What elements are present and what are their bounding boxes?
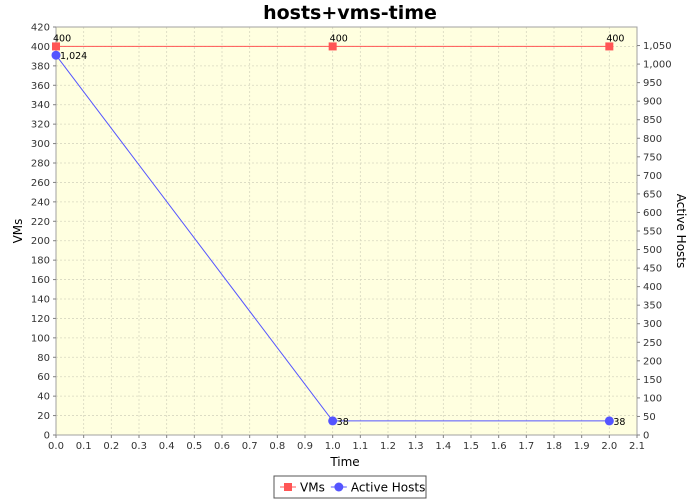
data-point: [605, 42, 614, 51]
left-tick-label: 420: [31, 23, 50, 34]
x-tick-label: 1.0: [325, 441, 341, 452]
legend-marker: [334, 482, 344, 492]
left-tick-label: 60: [37, 372, 50, 383]
left-tick-label: 360: [31, 81, 50, 92]
x-tick-label: 1.1: [352, 441, 368, 452]
data-label: 1,024: [60, 51, 87, 62]
data-label: 400: [606, 33, 624, 44]
data-point: [52, 42, 60, 51]
right-tick-label: 50: [643, 412, 656, 423]
right-tick-label: 250: [643, 338, 662, 349]
left-tick-label: 120: [31, 314, 50, 325]
x-tick-label: 0.3: [131, 441, 147, 452]
x-tick-label: 0.4: [159, 441, 175, 452]
left-tick-label: 80: [37, 353, 50, 364]
x-tick-label: 1.8: [546, 441, 562, 452]
x-tick-label: 1.9: [574, 441, 590, 452]
left-tick-label: 140: [31, 295, 50, 306]
left-tick-label: 340: [31, 100, 50, 111]
right-tick-label: 1,050: [643, 41, 672, 52]
right-axis-label: Active Hosts: [674, 194, 688, 269]
right-tick-label: 150: [643, 375, 662, 386]
legend-label: Active Hosts: [351, 481, 426, 495]
data-label: 38: [337, 417, 349, 428]
left-tick-label: 400: [31, 42, 50, 53]
x-tick-label: 0.6: [214, 441, 230, 452]
chart-title: hosts+vms-time: [263, 2, 437, 24]
right-tick-label: 800: [643, 134, 662, 145]
legend-label: VMs: [300, 481, 325, 495]
plot-area: [56, 27, 637, 435]
left-tick-label: 160: [31, 275, 50, 286]
right-tick-label: 1,000: [643, 60, 672, 71]
series-markers: [51, 42, 614, 426]
x-tick-label: 0.1: [76, 441, 92, 452]
x-tick-label: 1.5: [463, 441, 479, 452]
legend: VMs Active Hosts: [273, 475, 427, 499]
right-tick-label: 400: [643, 282, 662, 293]
x-tick-label: 0.8: [269, 441, 285, 452]
right-tick-label: 900: [643, 97, 662, 108]
legend-marker: [284, 483, 292, 491]
data-point: [51, 50, 61, 60]
data-label: 38: [613, 417, 625, 428]
left-tick-label: 220: [31, 217, 50, 228]
x-axis-label: Time: [329, 455, 359, 469]
left-tick-label: 380: [31, 61, 50, 72]
left-tick-label: 320: [31, 120, 50, 131]
x-tick-label: 0.0: [48, 441, 64, 452]
data-point: [328, 42, 337, 51]
left-axis-label: VMs: [11, 219, 25, 244]
right-tick-label: 500: [643, 245, 662, 256]
data-point: [604, 416, 614, 426]
left-tick-label: 300: [31, 139, 50, 150]
left-tick-label: 200: [31, 236, 50, 247]
right-tick-label: 600: [643, 208, 662, 219]
data-labels: 400 400 400 1,024 38 38: [53, 33, 625, 427]
x-axis-ticks: 0.0 0.1 0.2 0.3 0.4 0.5 0.6 0.7 0.8 0.9 1.0 1.1 1.2 1…: [48, 435, 645, 452]
legend-box: [273, 475, 427, 499]
left-tick-label: 180: [31, 256, 50, 267]
right-tick-label: 550: [643, 227, 662, 238]
left-axis-ticks: 0 20 40 60 80 100 120 140 160 180 200 220 240 260 280 3…: [31, 23, 56, 442]
x-tick-label: 0.2: [103, 441, 119, 452]
right-tick-label: 850: [643, 115, 662, 126]
data-point: [328, 416, 338, 426]
x-tick-label: 1.6: [491, 441, 507, 452]
x-tick-label: 0.7: [242, 441, 258, 452]
left-tick-label: 280: [31, 159, 50, 170]
data-label: 400: [53, 33, 71, 44]
right-tick-label: 650: [643, 189, 662, 200]
left-tick-label: 0: [44, 431, 50, 442]
x-tick-label: 1.7: [518, 441, 534, 452]
x-tick-label: 0.5: [186, 441, 202, 452]
left-tick-label: 40: [37, 392, 50, 403]
left-tick-label: 260: [31, 178, 50, 189]
right-tick-label: 450: [643, 264, 662, 275]
right-tick-label: 0: [643, 431, 649, 442]
x-tick-label: 0.9: [297, 441, 313, 452]
x-tick-label: 2.1: [629, 441, 645, 452]
right-tick-label: 350: [643, 301, 662, 312]
right-tick-label: 950: [643, 78, 662, 89]
data-label: 400: [330, 33, 348, 44]
right-tick-label: 200: [643, 356, 662, 367]
grid: [55, 26, 638, 436]
right-axis-ticks: 0 50 100 150 200 250 300 350 400 450 500 550 600 650 7…: [637, 41, 672, 442]
right-tick-label: 300: [643, 319, 662, 330]
left-tick-label: 20: [37, 411, 50, 422]
x-tick-label: 1.2: [380, 441, 396, 452]
left-tick-label: 100: [31, 333, 50, 344]
right-tick-label: 700: [643, 171, 662, 182]
x-tick-label: 1.3: [408, 441, 424, 452]
left-tick-label: 240: [31, 197, 50, 208]
right-tick-label: 100: [643, 393, 662, 404]
x-tick-label: 1.4: [435, 441, 451, 452]
right-tick-label: 750: [643, 152, 662, 163]
x-tick-label: 2.0: [601, 441, 617, 452]
